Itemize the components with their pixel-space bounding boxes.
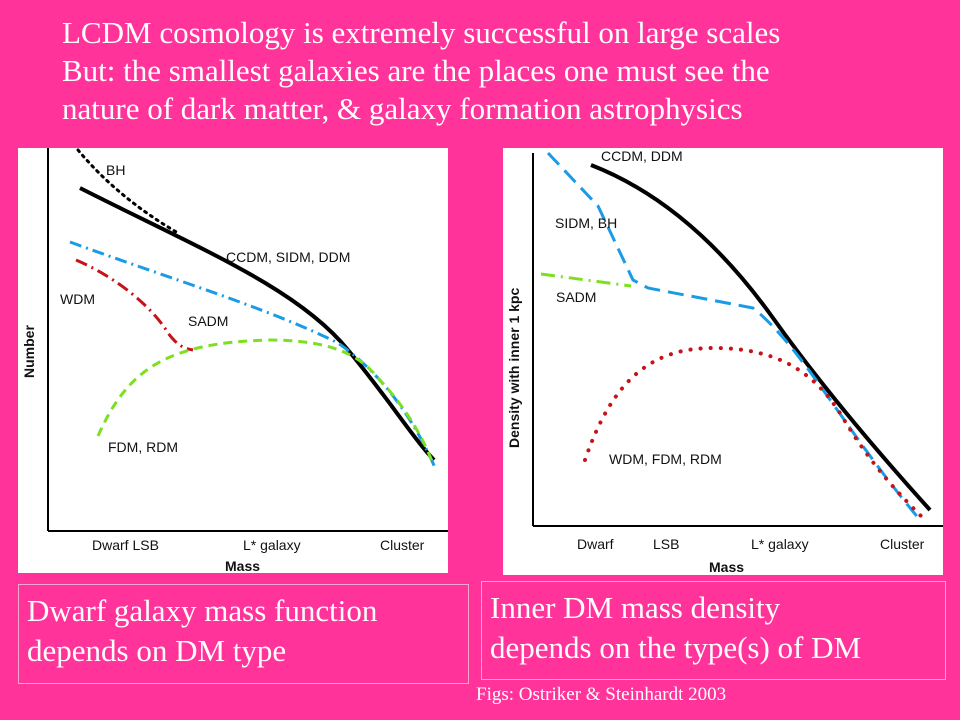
label-wdm: WDM [60,291,95,307]
xtick-dwarf-lsb: Dwarf LSB [92,537,159,553]
label-wdm-fdm-rdm: WDM, FDM, RDM [609,451,722,467]
caption-right-line-1: Inner DM mass density [490,590,781,625]
xtick-cluster: Cluster [380,537,425,553]
label-ccdm-sidm-ddm: CCDM, SIDM, DDM [226,249,350,265]
xtick-l-star-galaxy: L* galaxy [751,536,809,552]
curve-bh [76,148,180,235]
title-line-1: LCDM cosmology is extremely successful o… [62,15,781,50]
xtick-cluster: Cluster [880,536,925,552]
x-axis-label: Mass [709,559,744,575]
y-axis-label: Density with inner 1 kpc [506,288,522,448]
label-sadm: SADM [556,289,596,305]
xtick-dwarf: Dwarf [577,536,614,552]
label-ccdm-ddm: CCDM, DDM [601,148,683,164]
label-sadm: SADM [188,313,228,329]
curve-sadm [69,240,438,471]
inner-density-figure: CCDM, DDM SIDM, BH SADM WDM, FDM, RDM Dw… [503,148,943,575]
curve-ccdm-sidm-ddm [79,186,436,462]
title-line-2: But: the smallest galaxies are the place… [62,53,770,88]
caption-right-line-2: depends on the type(s) of DM [490,630,862,665]
curve-wdm-fdm-rdm [583,345,925,520]
caption-mass-function: Dwarf galaxy mass function depends on DM… [18,584,469,684]
x-axis-label: Mass [225,558,260,573]
mass-function-plot: BH CCDM, SIDM, DDM WDM SADM FDM, RDM Dwa… [21,148,448,573]
curve-fdm-rdm [96,338,436,467]
title-line-3: nature of dark matter, & galaxy formatio… [62,91,743,126]
curve-wdm [75,258,194,352]
label-sidm-bh: SIDM, BH [555,215,617,231]
xtick-l-star-galaxy: L* galaxy [243,537,301,553]
caption-left-line-1: Dwarf galaxy mass function [27,593,378,628]
figure-credit: Figs: Ostriker & Steinhardt 2003 [476,684,727,705]
label-fdm-rdm: FDM, RDM [108,439,178,455]
curve-sadm [540,272,632,288]
mass-function-figure: BH CCDM, SIDM, DDM WDM SADM FDM, RDM Dwa… [18,148,448,573]
y-axis-label: Number [21,325,37,378]
slide-title: LCDM cosmology is extremely successful o… [62,14,780,128]
inner-density-plot: CCDM, DDM SIDM, BH SADM WDM, FDM, RDM Dw… [506,148,943,575]
label-bh: BH [106,162,125,178]
caption-inner-density: Inner DM mass density depends on the typ… [481,581,946,680]
xtick-lsb: LSB [653,536,679,552]
caption-left-line-2: depends on DM type [27,633,287,668]
curve-ccdm-ddm [590,163,932,512]
curve-sidm-bh [546,151,922,521]
